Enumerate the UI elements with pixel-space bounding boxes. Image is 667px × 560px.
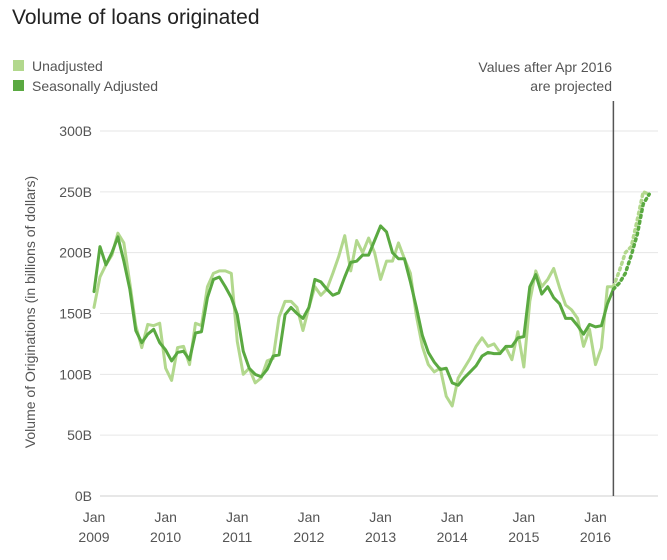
x-tick-label-month-2: Jan [226, 509, 249, 525]
series-layer [92, 224, 615, 408]
y-tick-label-0: 0B [75, 488, 92, 504]
x-tick-label-year-3: 2012 [293, 529, 324, 545]
series-line-1 [92, 224, 615, 387]
chart-title: Volume of loans originated [12, 6, 260, 29]
x-tick-label-year-2: 2011 [222, 529, 252, 545]
x-tick-label-month-6: Jan [513, 509, 536, 525]
projection-note-line1: Values after Apr 2016 [478, 59, 612, 75]
gridlines [100, 130, 658, 497]
x-tick-label-year-0: 2009 [78, 529, 109, 545]
y-axis-title: Volume of Originations (in billions of d… [22, 176, 38, 448]
series-line-0 [92, 231, 615, 408]
x-tick-label-year-1: 2010 [150, 529, 181, 545]
x-tick-label-month-3: Jan [298, 509, 321, 525]
legend-swatch-1 [13, 80, 24, 91]
legend: Unadjusted Seasonally Adjusted [13, 58, 158, 94]
x-tick-label-year-4: 2013 [365, 529, 396, 545]
projection-note-line2: are projected [530, 78, 612, 94]
y-tick-label-2: 100B [59, 366, 92, 382]
projected-line-0 [611, 189, 651, 289]
x-tick-label-month-7: Jan [584, 509, 607, 525]
y-tick-label-5: 250B [59, 184, 92, 200]
legend-label-1: Seasonally Adjusted [32, 78, 158, 94]
y-tick-label-6: 300B [59, 123, 92, 139]
x-axis-ticks: Jan 2009 Jan 2010 Jan 2011 Jan 2012 Jan 2013 Jan 20… [78, 509, 611, 545]
x-tick-label-year-7: 2016 [580, 529, 611, 545]
x-tick-label-month-4: Jan [369, 509, 392, 525]
legend-label-0: Unadjusted [32, 58, 103, 74]
y-tick-label-4: 200B [59, 245, 92, 261]
y-tick-label-1: 50B [67, 427, 92, 443]
projection-layer [611, 101, 651, 496]
projected-line-1 [611, 192, 651, 291]
legend-swatch-0 [13, 60, 24, 71]
y-tick-label-3: 150B [59, 306, 92, 322]
x-tick-label-month-1: Jan [154, 509, 177, 525]
y-axis-ticks: 0B 50B 100B 150B 200B 250B 300B [59, 123, 92, 504]
x-tick-label-year-5: 2014 [437, 529, 468, 545]
x-tick-label-month-0: Jan [83, 509, 106, 525]
x-tick-label-year-6: 2015 [508, 529, 539, 545]
x-tick-label-month-5: Jan [441, 509, 464, 525]
